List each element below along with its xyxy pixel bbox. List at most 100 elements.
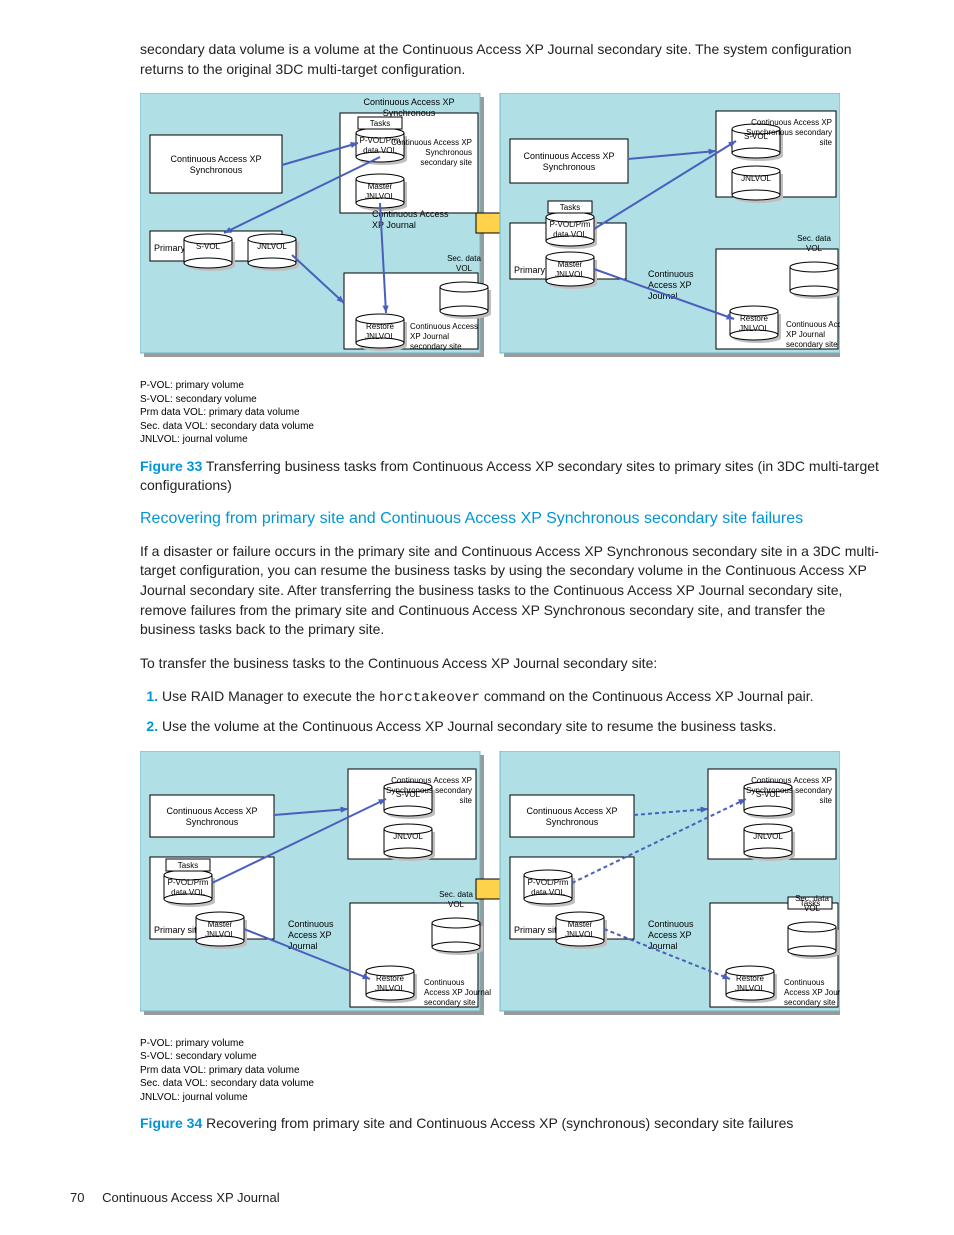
svg-text:Primary site: Primary site [154,925,202,935]
svg-text:Restore: Restore [740,314,769,323]
svg-text:S-VOL: S-VOL [196,242,221,251]
svg-text:Master: Master [208,920,233,929]
svg-text:JNLVOL: JNLVOL [365,192,395,201]
svg-text:Access XP Journal: Access XP Journal [784,988,840,997]
svg-text:JNLVOL: JNLVOL [257,242,287,251]
step-item: Use RAID Manager to execute the horctake… [162,687,884,709]
svg-text:JNLVOL: JNLVOL [365,332,395,341]
svg-text:data VOL: data VOL [553,230,587,239]
svg-text:Sec. data: Sec. data [797,234,831,243]
steps-list: Use RAID Manager to execute the horctake… [140,687,884,736]
svg-text:XP Journal: XP Journal [410,332,449,341]
section-heading: Recovering from primary site and Continu… [140,510,884,528]
svg-text:Continuous Access XP: Continuous Access XP [166,806,257,816]
svg-text:secondary site: secondary site [410,342,462,351]
svg-text:Continuous Access XP: Continuous Access XP [526,806,617,816]
svg-text:Restore: Restore [736,974,765,983]
figure-33-text: Transferring business tasks from Continu… [140,458,879,494]
legend-line: Sec. data VOL: secondary data volume [140,420,884,434]
svg-text:Continuous: Continuous [424,978,464,987]
legend-line: P-VOL: primary volume [140,379,884,393]
svg-text:P-VOL/Prm: P-VOL/Prm [168,878,209,887]
svg-text:secondary site: secondary site [786,340,838,349]
svg-text:Continuous Access: Continuous Access [786,320,840,329]
svg-text:Synchronous secondary: Synchronous secondary [746,786,832,795]
svg-text:Synchronous secondary: Synchronous secondary [746,128,832,137]
figure-34-diagram: Continuous Access XPSynchronousS-VOLJNLV… [140,751,884,1031]
svg-text:Sec. data: Sec. data [447,254,481,263]
svg-text:Master: Master [558,260,583,269]
svg-text:site: site [820,796,833,805]
svg-text:Continuous Access: Continuous Access [410,322,478,331]
svg-text:Journal: Journal [648,941,678,951]
svg-text:Continuous Access XP: Continuous Access XP [363,97,454,107]
svg-text:Continuous: Continuous [648,919,694,929]
svg-text:XP Journal: XP Journal [786,330,825,339]
svg-text:Continuous Access XP: Continuous Access XP [751,776,832,785]
svg-text:Restore: Restore [376,974,405,983]
svg-text:JNLVOL: JNLVOL [393,832,423,841]
svg-text:Continuous Access XP: Continuous Access XP [391,138,472,147]
svg-text:Access XP: Access XP [288,930,332,940]
legend-line: P-VOL: primary volume [140,1037,884,1051]
svg-text:Tasks: Tasks [178,861,198,870]
legend-line: S-VOL: secondary volume [140,393,884,407]
svg-text:Access XP: Access XP [648,930,692,940]
legend-line: Prm data VOL: primary data volume [140,406,884,420]
svg-text:Continuous Access XP: Continuous Access XP [751,118,832,127]
figure-33-legend: P-VOL: primary volumeS-VOL: secondary vo… [140,379,884,447]
figure-33-diagram: Continuous Access XPSynchronousContinuou… [140,93,884,373]
svg-text:Synchronous: Synchronous [190,165,243,175]
svg-text:P-VOL/Prm: P-VOL/Prm [528,878,569,887]
figure-34-text: Recovering from primary site and Continu… [202,1115,793,1131]
svg-text:VOL: VOL [456,264,473,273]
svg-text:Continuous Access XP: Continuous Access XP [523,151,614,161]
svg-text:Synchronous: Synchronous [186,817,239,827]
svg-text:Continuous: Continuous [288,919,334,929]
svg-text:Access XP: Access XP [648,280,692,290]
svg-text:site: site [820,138,833,147]
legend-line: Prm data VOL: primary data volume [140,1064,884,1078]
svg-text:JNLVOL: JNLVOL [205,930,235,939]
svg-text:Synchronous: Synchronous [546,817,599,827]
svg-text:JNLVOL: JNLVOL [741,174,771,183]
svg-text:Synchronous secondary: Synchronous secondary [386,786,472,795]
svg-text:P-VOL/Prm: P-VOL/Prm [550,220,591,229]
svg-text:secondary site: secondary site [424,998,476,1007]
svg-text:JNLVOL: JNLVOL [753,832,783,841]
svg-text:JNLVOL: JNLVOL [735,984,765,993]
svg-text:Continuous Access XP: Continuous Access XP [170,154,261,164]
legend-line: JNLVOL: journal volume [140,433,884,447]
svg-text:JNLVOL: JNLVOL [739,324,769,333]
svg-text:VOL: VOL [448,900,465,909]
svg-text:Tasks: Tasks [560,203,580,212]
svg-text:Continuous: Continuous [648,269,694,279]
figure-34-legend: P-VOL: primary volumeS-VOL: secondary vo… [140,1037,884,1105]
svg-text:Synchronous: Synchronous [543,162,596,172]
svg-text:Synchronous: Synchronous [425,148,472,157]
svg-text:Master: Master [568,920,593,929]
svg-text:JNLVOL: JNLVOL [565,930,595,939]
legend-line: S-VOL: secondary volume [140,1050,884,1064]
svg-text:Continuous Access: Continuous Access [372,209,449,219]
svg-text:XP Journal: XP Journal [372,220,416,230]
svg-text:data VOL: data VOL [171,888,205,897]
svg-text:site: site [460,796,473,805]
svg-text:Restore: Restore [366,322,395,331]
svg-text:Tasks: Tasks [370,119,390,128]
svg-text:Access XP Journal: Access XP Journal [424,988,491,997]
svg-text:VOL: VOL [804,904,821,913]
svg-text:Continuous Access XP: Continuous Access XP [391,776,472,785]
svg-text:Continuous: Continuous [784,978,824,987]
svg-text:Primary site: Primary site [514,925,562,935]
legend-line: JNLVOL: journal volume [140,1091,884,1105]
svg-text:Master: Master [368,182,393,191]
footer-title: Continuous Access XP Journal [102,1190,280,1205]
svg-text:secondary site: secondary site [784,998,836,1007]
body-paragraph-2: To transfer the business tasks to the Co… [140,654,884,674]
svg-text:Sec. data: Sec. data [439,890,473,899]
intro-paragraph: secondary data volume is a volume at the… [140,40,884,79]
svg-text:Journal: Journal [288,941,318,951]
svg-text:JNLVOL: JNLVOL [375,984,405,993]
figure-33-caption: Figure 33 Transferring business tasks fr… [140,457,884,496]
